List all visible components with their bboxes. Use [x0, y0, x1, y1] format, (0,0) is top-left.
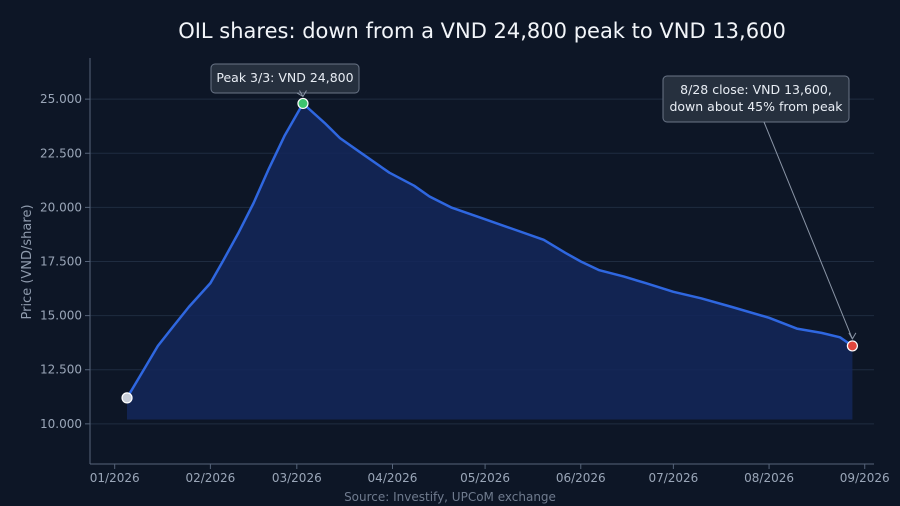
end-marker [846, 340, 858, 352]
end-annotation-text: down about 45% from peak [669, 99, 843, 114]
end-annotation-arrowhead [848, 332, 857, 340]
y-axis-ticks: 10.000 12.500 15.000 17.500 20.000 22.500 25.0… [40, 92, 90, 431]
peak-annotation: Peak 3/3: VND 24,800 [210, 63, 360, 98]
end-annotation-text: 8/28 close: VND 13,600, [680, 82, 832, 97]
peak-annotation-text: Peak 3/3: VND 24,800 [216, 70, 353, 85]
x-tick-label: 02/2026 [185, 471, 235, 485]
area-layer [125, 102, 854, 420]
peak-marker [297, 97, 309, 110]
start-marker [121, 392, 133, 404]
x-tick-label: 04/2026 [368, 471, 418, 485]
y-tick-label: 20.000 [40, 200, 82, 214]
annotations: Peak 3/3: VND 24,800 8/28 close: VND 13,6… [210, 63, 857, 340]
y-tick-label: 10.000 [40, 417, 82, 431]
end-annotation-box [662, 75, 850, 123]
x-tick-label: 07/2026 [648, 471, 698, 485]
price-area-fill [127, 103, 853, 420]
y-axis-label: Price (VND/share) [20, 204, 35, 319]
x-tick-label: 03/2026 [272, 471, 322, 485]
end-annotation: 8/28 close: VND 13,600, down about 45% fr… [662, 75, 857, 340]
price-line [125, 102, 854, 399]
x-tick-label: 06/2026 [556, 471, 606, 485]
y-tick-label: 25.000 [40, 92, 82, 106]
y-tick-label: 15.000 [40, 309, 82, 323]
x-axis-ticks: 01/2026 02/2026 03/2026 04/2026 05/2026 06/20… [90, 464, 890, 485]
peak-annotation-arrow [296, 92, 304, 97]
y-tick-label: 22.500 [40, 146, 82, 160]
chart-title: OIL shares: down from a VND 24,800 peak … [178, 19, 786, 43]
markers [121, 97, 858, 404]
y-tick-label: 17.500 [40, 254, 82, 268]
x-tick-label: 08/2026 [744, 471, 794, 485]
source-note: Source: Investify, UPCoM exchange [344, 490, 556, 504]
x-tick-label: 09/2026 [840, 471, 890, 485]
peak-annotation-box [210, 63, 360, 94]
x-tick-label: 05/2026 [460, 471, 510, 485]
end-annotation-arrow [763, 121, 853, 340]
x-tick-label: 01/2026 [90, 471, 140, 485]
y-tick-label: 12.500 [40, 363, 82, 377]
peak-annotation-arrowhead [299, 90, 307, 98]
